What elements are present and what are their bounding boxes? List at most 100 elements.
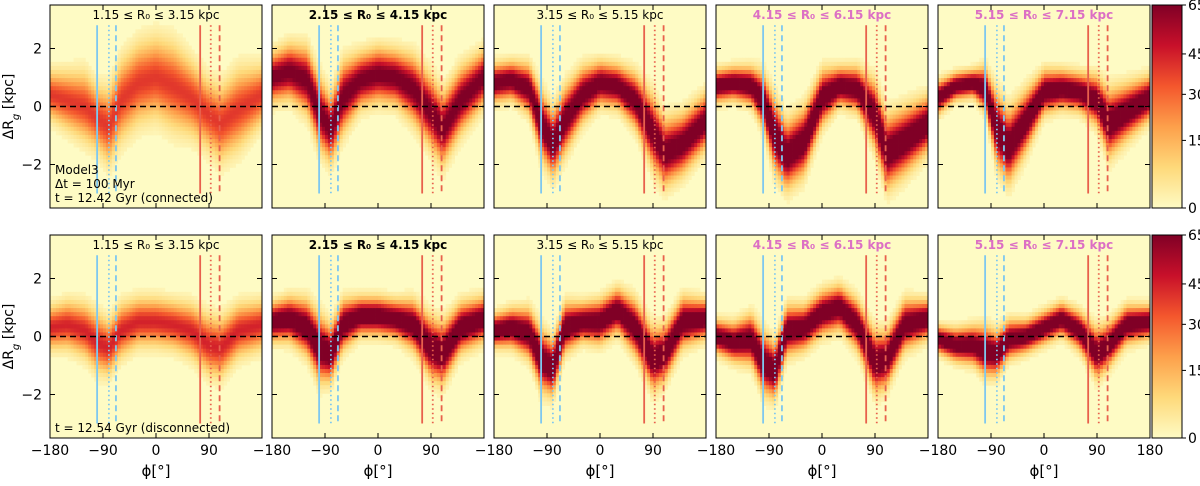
heatmap-cell xyxy=(588,102,592,107)
heatmap-cell xyxy=(721,86,726,91)
heatmap-cell xyxy=(283,86,288,91)
heatmap-cell xyxy=(673,175,677,180)
heatmap-cell xyxy=(555,98,560,103)
heatmap-cell xyxy=(591,94,595,99)
heatmap-cell xyxy=(700,90,704,95)
heatmap-cell xyxy=(345,78,349,83)
heatmap-cell xyxy=(383,69,388,75)
heatmap-cell xyxy=(85,143,89,148)
heatmap-cell xyxy=(544,98,548,103)
heatmap-cell xyxy=(389,106,394,111)
heatmap-cell xyxy=(366,74,370,79)
heatmap-cell xyxy=(529,94,533,99)
heatmap-cell xyxy=(283,98,288,103)
heatmap-cell xyxy=(226,151,231,156)
heatmap-cell xyxy=(50,94,54,99)
heatmap-cell xyxy=(283,41,288,46)
heatmap-cell xyxy=(173,57,178,63)
heatmap-cell xyxy=(647,90,651,95)
heatmap-cell xyxy=(481,69,485,75)
heatmap-cell xyxy=(91,147,95,152)
heatmap-cell xyxy=(327,106,332,111)
heatmap-cell xyxy=(620,74,624,79)
heatmap-cell xyxy=(523,102,527,107)
heatmap-cell xyxy=(206,65,210,71)
heatmap-cell xyxy=(223,118,228,124)
heatmap-cell xyxy=(573,74,577,79)
heatmap-cell xyxy=(345,74,349,79)
heatmap-cell xyxy=(132,69,136,75)
heatmap-cell xyxy=(535,118,539,124)
heatmap-cell xyxy=(203,143,207,148)
heatmap-cell xyxy=(79,82,83,87)
heatmap-cell xyxy=(301,98,305,103)
heatmap-cell xyxy=(514,102,518,107)
heatmap-cell xyxy=(161,65,166,71)
heatmap-cell xyxy=(608,65,613,71)
heatmap-cell xyxy=(478,102,482,107)
heatmap-cell xyxy=(366,82,370,87)
heatmap-cell xyxy=(114,122,119,128)
heatmap-cell xyxy=(147,69,151,75)
heatmap-cell xyxy=(733,82,738,87)
heatmap-cell xyxy=(407,41,411,46)
heatmap-cell xyxy=(626,122,630,128)
heatmap-cell xyxy=(591,53,595,59)
heatmap-cell xyxy=(132,106,136,111)
heatmap-cell xyxy=(416,49,420,55)
heatmap-cell xyxy=(313,134,317,140)
heatmap-cell xyxy=(404,41,408,46)
heatmap-cell xyxy=(182,138,186,144)
heatmap-cell xyxy=(664,191,669,197)
heatmap-cell xyxy=(541,102,545,107)
heatmap-cell xyxy=(667,183,672,189)
heatmap-cell xyxy=(188,110,192,116)
heatmap-cell xyxy=(120,57,125,63)
heatmap-cell xyxy=(91,82,95,87)
heatmap-cell xyxy=(641,143,645,148)
heatmap-cell xyxy=(94,122,98,128)
heatmap-cell xyxy=(419,102,423,107)
heatmap-cell xyxy=(523,53,527,59)
heatmap-cell xyxy=(354,82,358,87)
heatmap-cell xyxy=(472,45,476,51)
heatmap-cell xyxy=(70,94,74,99)
heatmap-cell xyxy=(733,78,738,83)
heatmap-cell xyxy=(100,134,104,140)
heatmap-cell xyxy=(650,82,654,87)
heatmap-cell xyxy=(481,53,485,59)
heatmap-cell xyxy=(164,114,169,120)
heatmap-cell xyxy=(425,122,429,128)
heatmap-cell xyxy=(319,98,323,103)
heatmap-cell xyxy=(135,134,139,140)
heatmap-cell xyxy=(573,118,577,124)
heatmap-cell xyxy=(685,102,689,107)
heatmap-cell xyxy=(164,61,169,67)
heatmap-cell xyxy=(188,126,192,132)
heatmap-cell xyxy=(389,65,394,71)
heatmap-cell xyxy=(144,90,148,95)
heatmap-cell xyxy=(129,118,133,124)
heatmap-cell xyxy=(238,151,242,156)
heatmap-cell xyxy=(82,110,86,116)
heatmap-cell xyxy=(301,65,305,71)
heatmap-cell xyxy=(153,98,157,103)
heatmap-cell xyxy=(153,78,157,83)
heatmap-cell xyxy=(103,74,107,79)
heatmap-cell xyxy=(232,114,236,120)
heatmap-cell xyxy=(223,110,228,116)
heatmap-cell xyxy=(641,98,645,103)
heatmap-cell xyxy=(532,74,536,79)
y-tick-label: 2 xyxy=(33,42,42,58)
heatmap-cell xyxy=(164,37,169,42)
heatmap-cell xyxy=(611,94,616,99)
heatmap-cell xyxy=(310,90,314,95)
heatmap-cell xyxy=(697,122,701,128)
heatmap-cell xyxy=(451,98,455,103)
heatmap-cell xyxy=(454,130,458,136)
heatmap-cell xyxy=(716,106,720,111)
heatmap-cell xyxy=(223,147,228,152)
heatmap-cell xyxy=(395,37,400,42)
heatmap-cell xyxy=(203,82,207,87)
heatmap-cell xyxy=(555,179,560,185)
